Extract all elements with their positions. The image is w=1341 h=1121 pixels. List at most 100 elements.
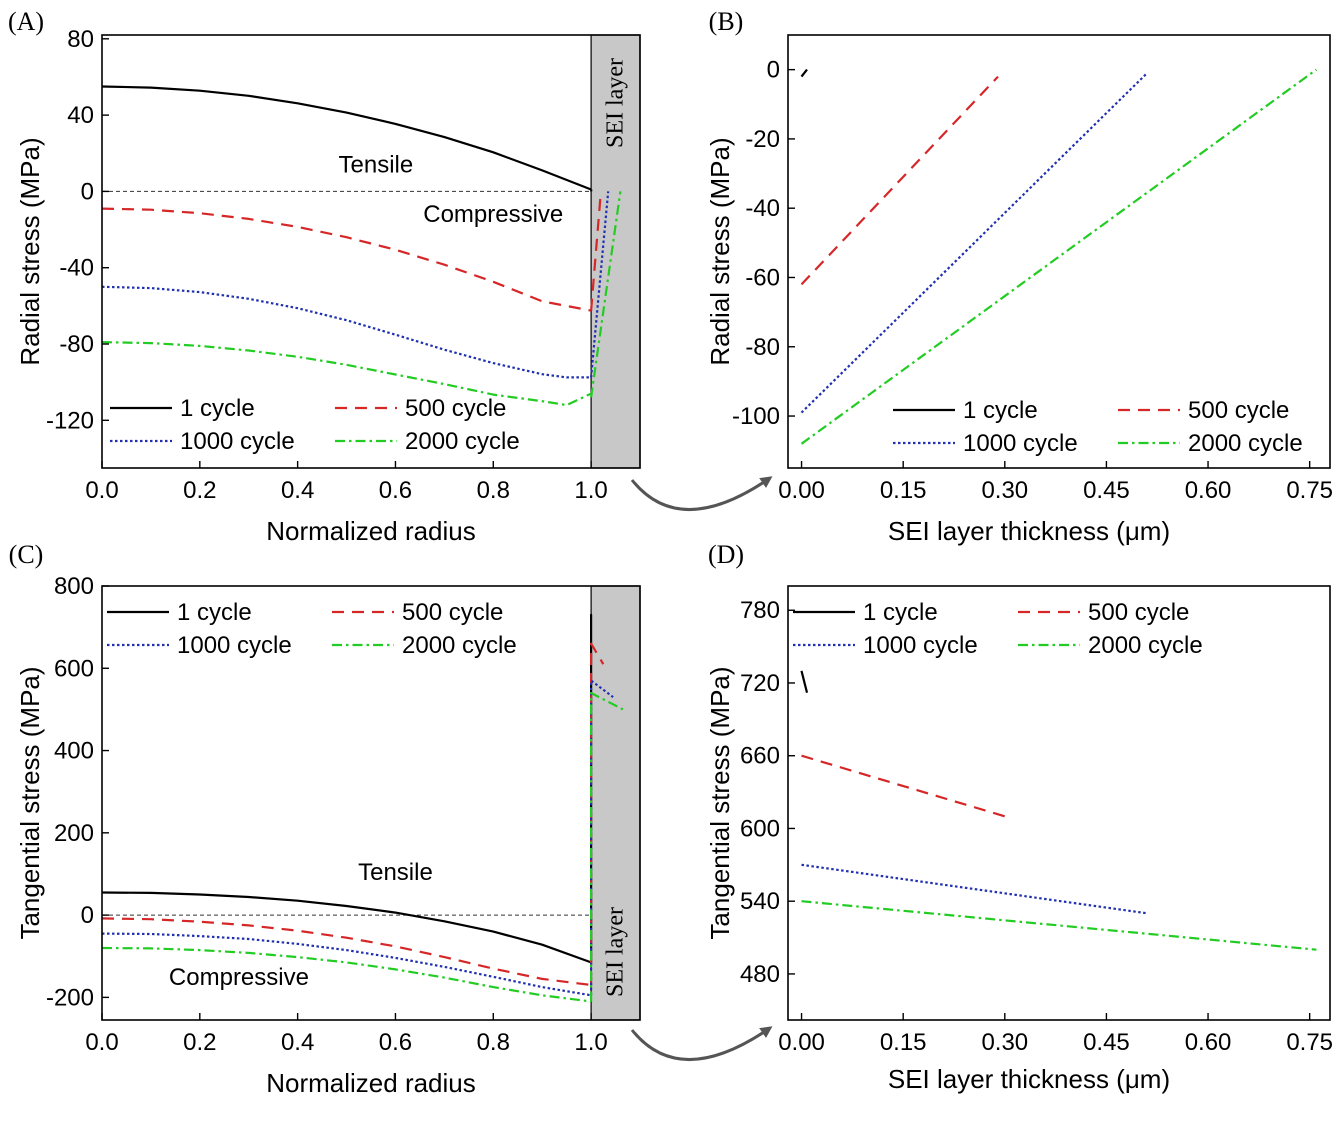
annotation-tensile: Tensile [358,859,433,886]
y-tick-label: 400 [54,738,94,765]
x-tick-label: 0.45 [1083,477,1130,504]
y-tick-label: -40 [59,255,94,282]
sei-layer-label: SEI layer [603,907,629,997]
x-tick-label: 1.0 [574,477,607,504]
legend-label-2000-cycle: 2000 cycle [1188,430,1303,457]
x-tick-label: 0.2 [183,1029,216,1056]
x-tick-label: 0.60 [1185,477,1232,504]
series-line-1000-cycle [102,285,592,379]
series-line-500-cycle [589,642,605,985]
sei-region [590,34,641,469]
y-tick-label: 40 [67,102,94,129]
series-line-2000-cycle [800,68,1318,445]
legend-label-1-cycle: 1 cycle [963,397,1038,424]
x-tick-label: 0.8 [477,477,510,504]
annotation-compressive: Compressive [169,964,309,991]
x-tick-label: 0.6 [379,1029,412,1056]
y-tick-label: 80 [67,26,94,53]
legend-label-500-cycle: 500 cycle [1188,397,1289,424]
series-line-2000-cycle [589,691,624,1002]
y-tick-label: -200 [46,984,94,1011]
legend-label-1-cycle: 1 cycle [177,599,252,626]
x-tick-label: 0.0 [85,1029,118,1056]
x-tick-label: 0.30 [981,477,1028,504]
x-axis-title: Normalized radius [266,516,476,546]
series-line-1-cycle [102,891,592,964]
y-tick-label: -100 [732,403,780,430]
x-tick-label: 0.15 [880,477,927,504]
legend-label-500-cycle: 500 cycle [405,395,506,422]
y-tick-label: -120 [46,407,94,434]
y-tick-label: 0 [81,902,94,929]
y-tick-label: 540 [740,888,780,915]
y-axis-title: Tangential stress (MPa) [15,666,45,939]
x-tick-label: 0.45 [1083,1029,1130,1056]
x-tick-label: 0.75 [1286,1029,1333,1056]
y-tick-label: 200 [54,820,94,847]
x-tick-label: 0.4 [281,1029,314,1056]
x-tick-label: 0.30 [981,1029,1028,1056]
y-tick-label: -20 [745,126,780,153]
legend-label-1000-cycle: 1000 cycle [177,632,292,659]
series-line-1000-cycle [800,72,1148,414]
plot-frame [101,34,641,469]
panel-label: (D) [708,540,744,569]
legend: 1 cycle 500 cycle 1000 cycle 2000 cycle [110,395,520,455]
y-tick-label: -40 [745,195,780,222]
legend: 1 cycle 500 cycle 1000 cycle 2000 cycle [107,599,517,659]
legend-label-2000-cycle: 2000 cycle [1088,632,1203,659]
series-line-1-cycle [800,68,808,78]
y-tick-label: 0 [81,178,94,205]
legend-label-500-cycle: 500 cycle [402,599,503,626]
y-tick-label: 480 [740,961,780,988]
sei-layer-label: SEI layer [603,58,629,148]
arrow-a-to-b [630,476,773,511]
panel-b: 0.00 0.15 0.30 0.45 0.60 0.75 0 -20 -40 -60 -80 -10… [705,7,1333,546]
x-tick-label: 0.6 [379,477,412,504]
panel-label: (C) [9,540,44,569]
y-axis-title: Radial stress (MPa) [15,137,45,365]
plot-frame [787,34,1331,469]
legend-label-1000-cycle: 1000 cycle [963,430,1078,457]
series-group [102,613,624,1003]
y-tick-label: -60 [745,264,780,291]
series-line-2000-cycle [590,191,622,398]
legend-label-1000-cycle: 1000 cycle [180,428,295,455]
panel-a: SEI layer 0.0 0.2 0.4 0.6 0.8 1.0 80 40 0 -40 -80 -1… [8,7,641,546]
series-group [800,68,1318,445]
series-line-2000-cycle [102,341,592,407]
x-tick-label: 0.8 [477,1029,510,1056]
y-tick-label: 600 [740,815,780,842]
y-axis-title: Tangential stress (MPa) [705,666,735,939]
legend-label-2000-cycle: 2000 cycle [402,632,517,659]
series-line-1-cycle [102,85,592,191]
y-tick-label: -80 [745,334,780,361]
series-line-500-cycle [801,754,1006,818]
y-tick-label: 780 [740,597,780,624]
series-line-1000-cycle [102,932,592,997]
x-tick-label: 0.0 [85,477,118,504]
panel-label: (B) [709,7,744,36]
series-line-500-cycle [800,75,999,286]
x-tick-label: 0.15 [880,1029,927,1056]
series-line-1000-cycle [590,191,610,378]
series-line-500-cycle [102,917,592,987]
annotation-compressive: Compressive [423,201,563,228]
series-group [102,85,622,407]
y-tick-label: -80 [59,331,94,358]
legend-label-1-cycle: 1 cycle [863,599,938,626]
x-tick-label: 0.00 [778,477,825,504]
x-tick-label: 1.0 [574,1029,607,1056]
legend-label-500-cycle: 500 cycle [1088,599,1189,626]
plot-frame [101,585,641,1021]
legend-label-2000-cycle: 2000 cycle [405,428,520,455]
y-tick-label: 0 [767,57,780,84]
annotation-tensile: Tensile [339,151,414,178]
x-tick-label: 0.4 [281,477,314,504]
y-tick-label: 720 [740,670,780,697]
x-tick-label: 0.2 [183,477,216,504]
series-line-2000-cycle [801,900,1317,951]
